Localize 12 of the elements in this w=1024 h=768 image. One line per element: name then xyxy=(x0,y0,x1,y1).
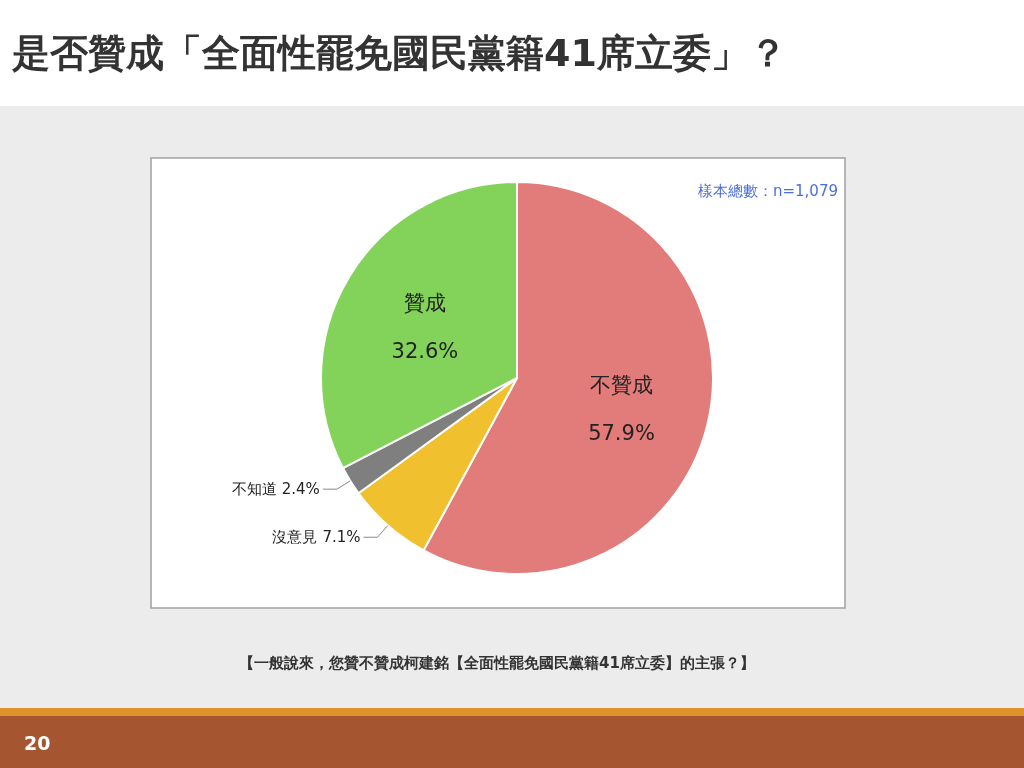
slice-label: 不贊成 xyxy=(590,373,653,398)
text: 樣本總數：n=1,079 xyxy=(697,182,838,200)
slice-label: 贊成 xyxy=(403,290,446,315)
data-label: 7.1% xyxy=(322,528,361,547)
data-label: 2.4% xyxy=(281,480,320,499)
text: 【一般說來，您贊不贊成柯建銘【全面性罷免國民黨籍41席立委】的主張？】 xyxy=(239,654,755,672)
text: 20 xyxy=(24,732,51,754)
slice-label: 沒意見 xyxy=(272,528,318,547)
data-label: 57.9% xyxy=(588,421,655,446)
slice-label: 不知道 xyxy=(231,480,277,499)
chart-title: 是否贊成「全面性罷免國民黨籍41席立委」？ xyxy=(11,31,787,75)
data-label: 32.6% xyxy=(391,338,459,363)
